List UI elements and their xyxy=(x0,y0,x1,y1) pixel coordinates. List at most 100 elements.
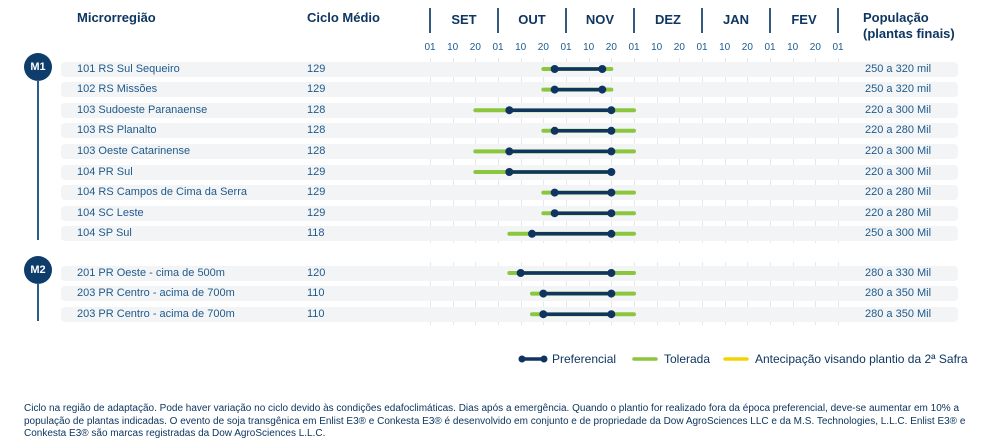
cycle-cell: 110 xyxy=(307,287,325,300)
legend-point xyxy=(518,355,526,363)
population-cell: 250 a 300 Mil xyxy=(865,227,932,240)
preferred-point xyxy=(550,188,559,197)
population-title: População xyxy=(863,10,929,25)
cycle-cell: 129 xyxy=(307,165,326,178)
population-cell: 220 a 300 Mil xyxy=(865,144,932,157)
group-badge-m2: M2 xyxy=(24,256,52,284)
month-divider xyxy=(565,8,567,33)
cycle-cell: 120 xyxy=(307,266,326,279)
month-label: DEZ xyxy=(655,12,681,27)
tick-label: 01 xyxy=(764,42,776,53)
cycle-cell: 129 xyxy=(307,206,326,219)
footnote: Ciclo na região de adaptação. Pode haver… xyxy=(24,403,966,439)
tick-label: 01 xyxy=(696,42,708,53)
region-cell: 103 Oeste Catarinense xyxy=(77,144,191,157)
tick-label: 10 xyxy=(719,42,731,53)
cycle-cell: 118 xyxy=(307,227,325,240)
region-cell: 104 SP Sul xyxy=(77,227,132,240)
preferred-point xyxy=(505,106,514,115)
region-cell: 203 PR Centro - acima de 700m xyxy=(77,287,235,300)
group-line-m2 xyxy=(37,283,39,321)
preferred-point xyxy=(505,168,514,176)
cycle-cell: 129 xyxy=(307,62,326,75)
header-population: População (plantas finais) xyxy=(863,10,955,42)
region-cell: 201 PR Oeste - cima de 500m xyxy=(77,266,225,279)
population-cell: 250 a 320 mil xyxy=(865,83,932,96)
table-row xyxy=(61,61,958,77)
tick-label: 20 xyxy=(741,42,753,53)
population-cell: 280 a 350 Mil xyxy=(865,307,932,320)
tick-label: 20 xyxy=(537,42,549,53)
month-divider xyxy=(837,8,839,33)
preferred-point xyxy=(516,269,525,277)
tick-label: 01 xyxy=(492,42,504,53)
population-cell: 220 a 280 Mil xyxy=(865,186,932,199)
month-divider xyxy=(633,8,635,33)
population-subtitle: (plantas finais) xyxy=(863,26,955,41)
tick-label: 20 xyxy=(809,42,821,53)
preferred-point xyxy=(539,289,548,298)
region-cell: 103 RS Planalto xyxy=(77,124,157,137)
table-row xyxy=(61,286,958,302)
preferred-point xyxy=(539,310,548,319)
population-cell: 220 a 280 Mil xyxy=(865,206,932,219)
legend-label: Antecipação visando plantio da 2ª Safra xyxy=(755,352,968,366)
tick-label: 10 xyxy=(787,42,799,53)
preferred-point xyxy=(598,65,607,73)
table-row xyxy=(61,205,958,221)
region-cell: 104 SC Leste xyxy=(77,206,144,219)
group-badge-m1: M1 xyxy=(24,53,52,81)
month-divider xyxy=(769,8,771,33)
tick-label: 20 xyxy=(469,42,481,53)
table-row xyxy=(61,123,958,139)
table-row xyxy=(61,306,958,322)
tick-label: 01 xyxy=(628,42,640,53)
preferred-point xyxy=(607,209,616,218)
cycle-cell: 128 xyxy=(307,144,326,157)
tick-label: 20 xyxy=(605,42,617,53)
tick-label: 10 xyxy=(651,42,663,53)
preferred-point xyxy=(607,168,616,176)
preferred-point xyxy=(607,269,616,277)
population-cell: 220 a 280 Mil xyxy=(865,124,932,137)
month-divider xyxy=(497,8,499,33)
region-cell: 104 RS Campos de Cima da Serra xyxy=(77,186,247,199)
region-cell: 101 RS Sul Sequeiro xyxy=(77,62,180,75)
region-cell: 104 PR Sul xyxy=(77,165,133,178)
month-label: SET xyxy=(451,12,477,27)
preferred-point xyxy=(598,85,607,94)
preferred-point xyxy=(607,126,616,135)
preferred-point xyxy=(550,85,559,94)
cycle-cell: 128 xyxy=(307,124,326,137)
preferred-point xyxy=(607,289,616,298)
tick-label: 01 xyxy=(832,42,844,53)
population-cell: 220 a 300 Mil xyxy=(865,165,932,178)
tick-label: 10 xyxy=(583,42,595,53)
region-cell: 103 Sudoeste Paranaense xyxy=(77,103,208,116)
header-cycle: Ciclo Médio xyxy=(307,10,380,25)
preferred-point xyxy=(505,147,514,156)
table-row xyxy=(61,185,958,201)
population-cell: 220 a 300 Mil xyxy=(865,103,932,116)
month-divider xyxy=(701,8,703,33)
cycle-cell: 129 xyxy=(307,83,326,96)
region-cell: 203 PR Centro - acima de 700m xyxy=(77,307,235,320)
preferred-point xyxy=(607,310,616,319)
preferred-point xyxy=(607,229,616,238)
tick-label: 01 xyxy=(424,42,436,53)
month-label: JAN xyxy=(722,12,749,27)
cycle-cell: 128 xyxy=(307,103,326,116)
tick-label: 10 xyxy=(515,42,527,53)
month-label: OUT xyxy=(518,12,546,27)
preferred-point xyxy=(607,188,616,197)
preferred-point xyxy=(607,106,616,115)
preferred-point xyxy=(607,147,616,156)
tick-label: 10 xyxy=(447,42,459,53)
preferred-point xyxy=(528,229,536,238)
population-cell: 280 a 330 Mil xyxy=(865,266,932,279)
group-line-m1 xyxy=(37,80,39,240)
preferred-point xyxy=(550,65,559,73)
tick-label: 01 xyxy=(560,42,572,53)
preferred-point xyxy=(550,126,559,135)
